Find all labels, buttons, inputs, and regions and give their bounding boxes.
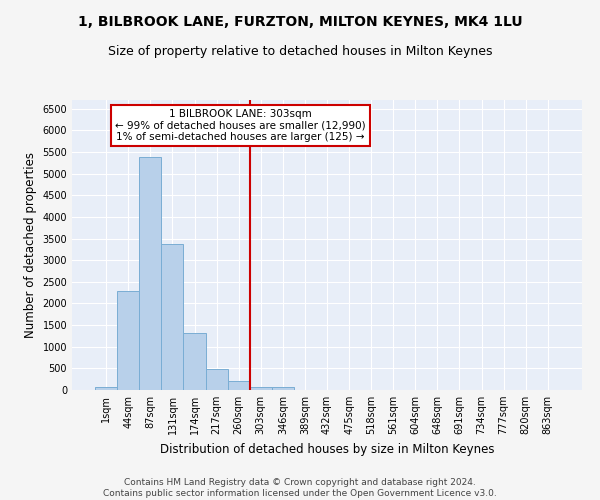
Text: 1, BILBROOK LANE, FURZTON, MILTON KEYNES, MK4 1LU: 1, BILBROOK LANE, FURZTON, MILTON KEYNES… [77,15,523,29]
Bar [161,244,184,390]
Bar [95,387,117,390]
X-axis label: Distribution of detached houses by size in Milton Keynes: Distribution of detached houses by size … [160,442,494,456]
Bar [117,292,139,390]
Bar [250,386,272,390]
Bar [272,386,294,390]
Text: Size of property relative to detached houses in Milton Keynes: Size of property relative to detached ho… [108,45,492,58]
Y-axis label: Number of detached properties: Number of detached properties [24,152,37,338]
Text: Contains HM Land Registry data © Crown copyright and database right 2024.
Contai: Contains HM Land Registry data © Crown c… [103,478,497,498]
Text: 1 BILBROOK LANE: 303sqm
← 99% of detached houses are smaller (12,990)
1% of semi: 1 BILBROOK LANE: 303sqm ← 99% of detache… [115,108,365,142]
Bar [184,333,206,390]
Bar [227,382,250,390]
Bar [139,157,161,390]
Bar [206,369,227,390]
